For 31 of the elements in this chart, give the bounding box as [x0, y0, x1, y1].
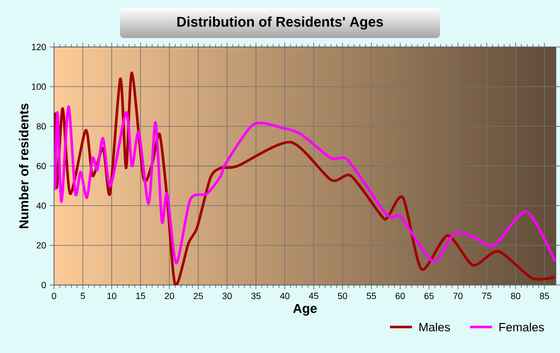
x-tick-label: 70 — [453, 292, 463, 300]
y-tick-label: 40 — [36, 202, 46, 209]
line-series — [54, 105, 556, 264]
x-tick-label: 75 — [482, 292, 492, 300]
x-tick-label: 5 — [80, 292, 85, 300]
x-tick-label: 20 — [164, 292, 174, 300]
x-tick-label: 85 — [540, 292, 550, 300]
x-tick-label: 0 — [52, 292, 56, 300]
legend-label: Males — [420, 322, 450, 332]
y-tick-label: 0 — [42, 282, 46, 288]
x-tick-label: 15 — [136, 292, 146, 300]
x-tick-label: 55 — [366, 292, 376, 300]
y-tick-label: 120 — [32, 44, 46, 50]
legend-label: Females — [500, 322, 544, 332]
x-tick-label: 50 — [338, 292, 348, 300]
x-tick-label: 25 — [194, 292, 203, 300]
y-tick-label: 100 — [32, 83, 46, 90]
x-tick-label: 35 — [251, 292, 261, 300]
y-tick-label: 60 — [36, 162, 46, 170]
chart-title: Distribution of Residents' Ages — [177, 16, 383, 30]
x-tick-label: 60 — [396, 292, 405, 300]
x-tick-label: 65 — [424, 292, 434, 300]
y-tick-label: 80 — [36, 123, 46, 130]
y-tick-label: 20 — [36, 242, 46, 249]
x-tick-label: 80 — [511, 292, 520, 300]
x-axis-title: Age — [293, 304, 317, 316]
y-axis-title: Number of residents — [18, 104, 28, 228]
x-tick-label: 10 — [107, 292, 116, 300]
x-tick-label: 45 — [308, 292, 318, 300]
x-tick-label: 30 — [222, 292, 232, 300]
x-tick-label: 40 — [280, 292, 290, 300]
